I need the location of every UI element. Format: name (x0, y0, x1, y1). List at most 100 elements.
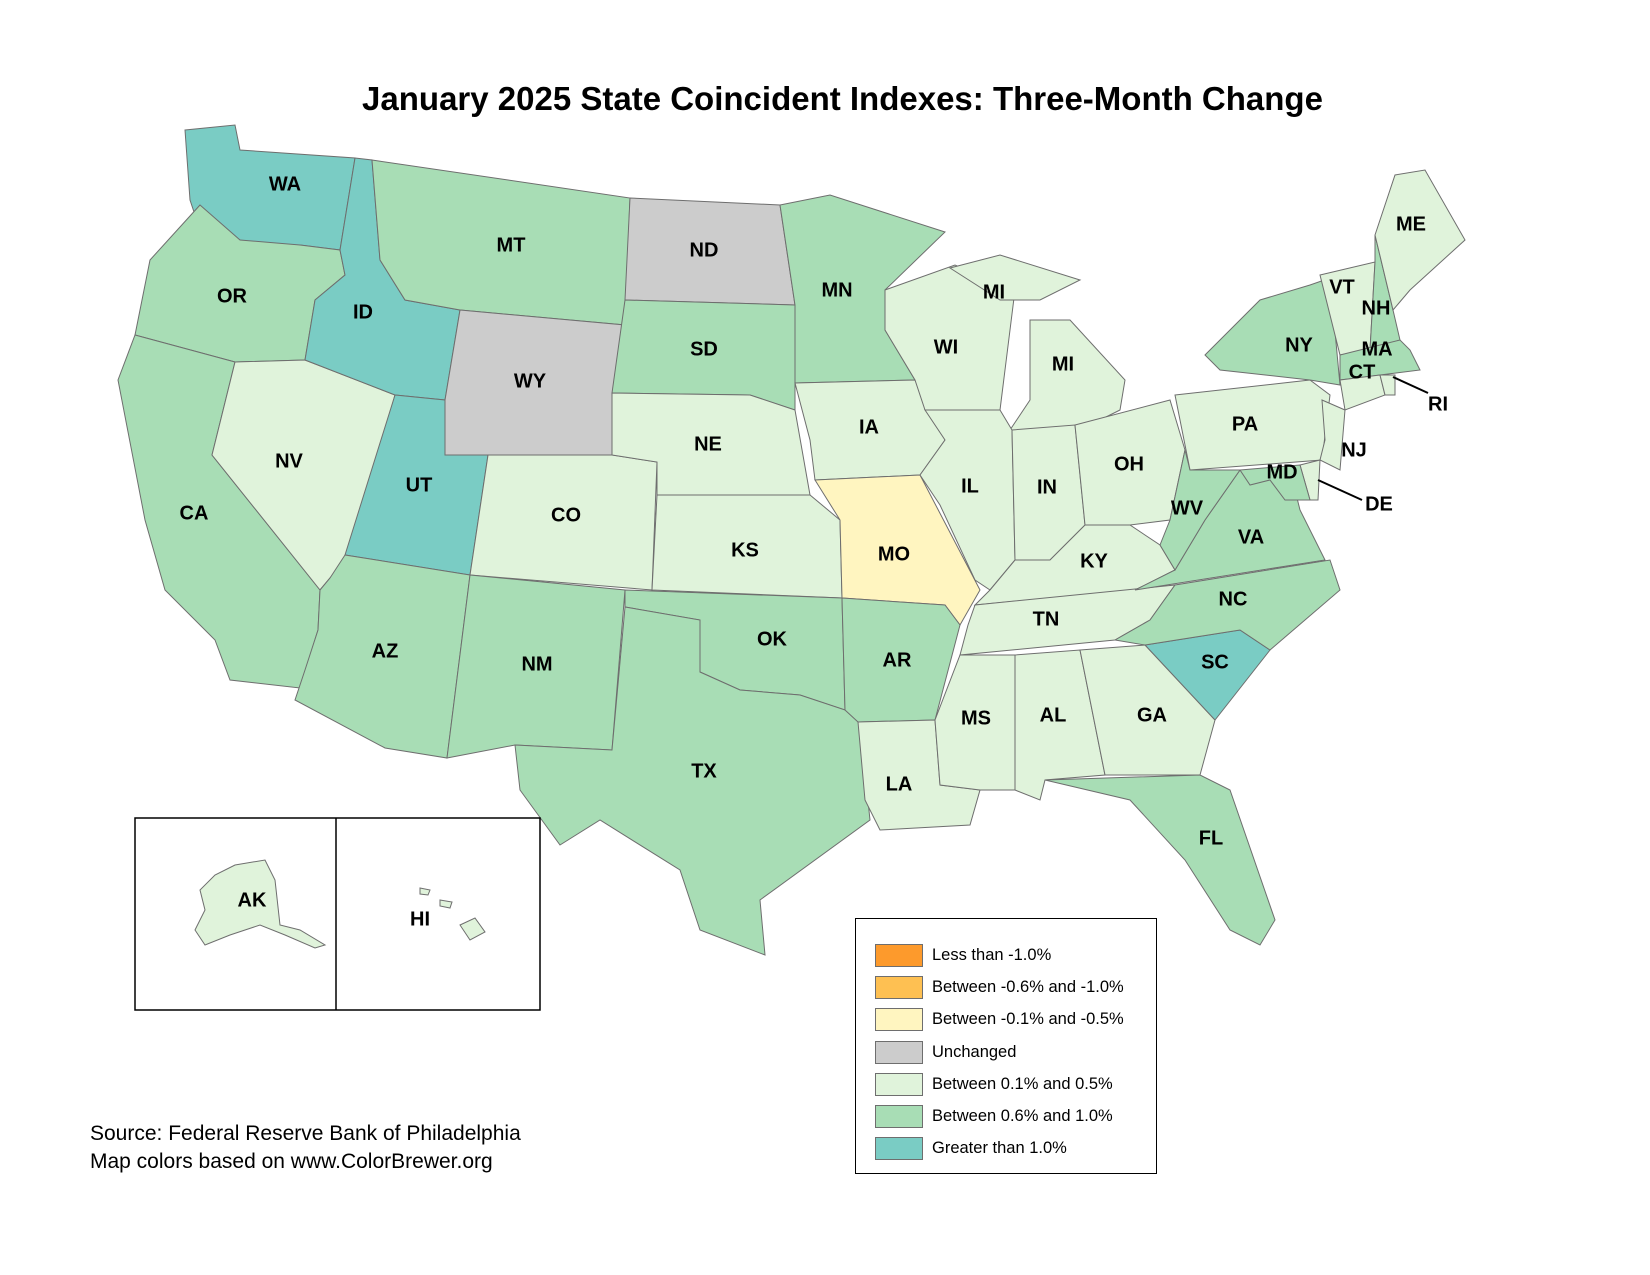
state-shape (1239, 464, 1311, 501)
state-label: NE (694, 433, 722, 455)
legend-swatch (875, 1137, 923, 1161)
state-shape (919, 409, 1016, 591)
state-label: NM (521, 653, 552, 675)
state-label: MI (983, 281, 1005, 303)
state-shape (194, 859, 327, 949)
legend-swatch (875, 1105, 923, 1129)
state-shape (948, 254, 1082, 301)
state-label: ND (690, 239, 719, 261)
state-label: NH (1362, 297, 1391, 319)
state-label: GA (1137, 704, 1167, 726)
state-shape (1319, 399, 1346, 471)
source-line: Source: Federal Reserve Bank of Philadel… (90, 1122, 521, 1145)
state-label: NY (1285, 334, 1313, 356)
state-shape (439, 899, 453, 909)
state-label: WA (269, 173, 301, 195)
state-label: WV (1171, 497, 1204, 519)
state-ga (1079, 644, 1216, 776)
legend-swatch (875, 975, 923, 999)
legend-label: Between 0.1% and 0.5% (932, 1074, 1113, 1093)
state-label: NC (1219, 588, 1248, 610)
state-shape (1044, 774, 1276, 946)
state-il (919, 409, 1016, 591)
legend-item: Between 0.6% and 1.0% (856, 1100, 1156, 1132)
legend-label: Between -0.1% and -0.5% (932, 1010, 1124, 1029)
state-shape (1204, 277, 1341, 386)
legend-item: Unchanged (856, 1036, 1156, 1068)
state-label: AL (1040, 704, 1067, 726)
legend-item: Between -0.6% and -1.0% (856, 971, 1156, 1003)
state-shape (459, 917, 486, 941)
state-label: UT (406, 474, 433, 496)
legend-item: Greater than 1.0% (856, 1133, 1156, 1165)
legend-label: Unchanged (932, 1042, 1017, 1061)
state-label: IN (1037, 476, 1057, 498)
state-label: AZ (372, 640, 399, 662)
legend-swatch (875, 1008, 923, 1032)
state-label: MT (497, 234, 526, 256)
state-label: VA (1238, 526, 1264, 548)
state-label: PA (1232, 413, 1258, 435)
state-label: FL (1199, 827, 1223, 849)
state-label: CA (180, 502, 209, 524)
state-ak (194, 859, 327, 949)
legend: Less than -1.0% Between -0.6% and -1.0% Be… (855, 918, 1157, 1174)
state-ma (1339, 339, 1421, 381)
state-label: MA (1361, 338, 1392, 360)
legend-label: Between 0.6% and 1.0% (932, 1107, 1113, 1126)
state-label: NJ (1341, 439, 1367, 461)
state-hi (419, 887, 486, 941)
map-title: January 2025 State Coincident Indexes: T… (362, 80, 1323, 117)
state-label: SD (690, 338, 718, 360)
source-note: Source: Federal Reserve Bank of Philadel… (90, 1120, 521, 1176)
state-label: MS (961, 707, 991, 729)
state-shape (1339, 339, 1421, 381)
state-shape (1374, 169, 1466, 312)
state-label: OK (757, 628, 788, 650)
state-shape (1079, 644, 1216, 776)
state-label: SC (1201, 651, 1229, 673)
state-label: OR (217, 285, 248, 307)
state-label: AR (883, 649, 912, 671)
legend-label: Greater than 1.0% (932, 1139, 1067, 1158)
state-wv (1159, 449, 1241, 571)
legend-item: Between 0.1% and 0.5% (856, 1068, 1156, 1100)
state-shape (469, 454, 658, 591)
state-label: MO (878, 543, 910, 565)
legend-item: Less than -1.0% (856, 939, 1156, 971)
state-md (1239, 464, 1311, 501)
legend-swatch (875, 943, 923, 967)
state-label: VT (1329, 276, 1355, 298)
legend-swatch (875, 1040, 923, 1064)
legend-label: Between -0.6% and -1.0% (932, 977, 1124, 996)
state-label: TN (1033, 608, 1060, 630)
state-label: ID (353, 301, 373, 323)
state-me (1374, 169, 1466, 312)
state-label: WI (934, 336, 958, 358)
state-label: CO (551, 504, 581, 526)
state-label: CT (1349, 361, 1376, 383)
state-label: KY (1080, 550, 1108, 572)
state-label: LA (886, 773, 913, 795)
state-ri (1379, 374, 1396, 396)
legend-item: Between -0.1% and -0.5% (856, 1004, 1156, 1036)
state-label: IL (961, 475, 979, 497)
state-fl (1044, 774, 1276, 946)
state-nh (1369, 234, 1401, 351)
state-mi (948, 254, 1126, 431)
state-shape (419, 887, 431, 896)
state-label: AK (238, 889, 267, 911)
legend-label: Less than -1.0% (932, 945, 1052, 964)
state-label: HI (410, 908, 430, 930)
ri-leader-line (1392, 376, 1429, 394)
state-label: MD (1266, 461, 1297, 483)
state-label: IA (859, 416, 879, 438)
state-shape (1379, 374, 1396, 396)
state-label: MI (1052, 353, 1074, 375)
legend-swatch (875, 1072, 923, 1096)
state-label: RI (1428, 393, 1448, 415)
state-label: DE (1365, 493, 1393, 515)
state-co (469, 454, 658, 591)
state-nj (1319, 399, 1346, 471)
